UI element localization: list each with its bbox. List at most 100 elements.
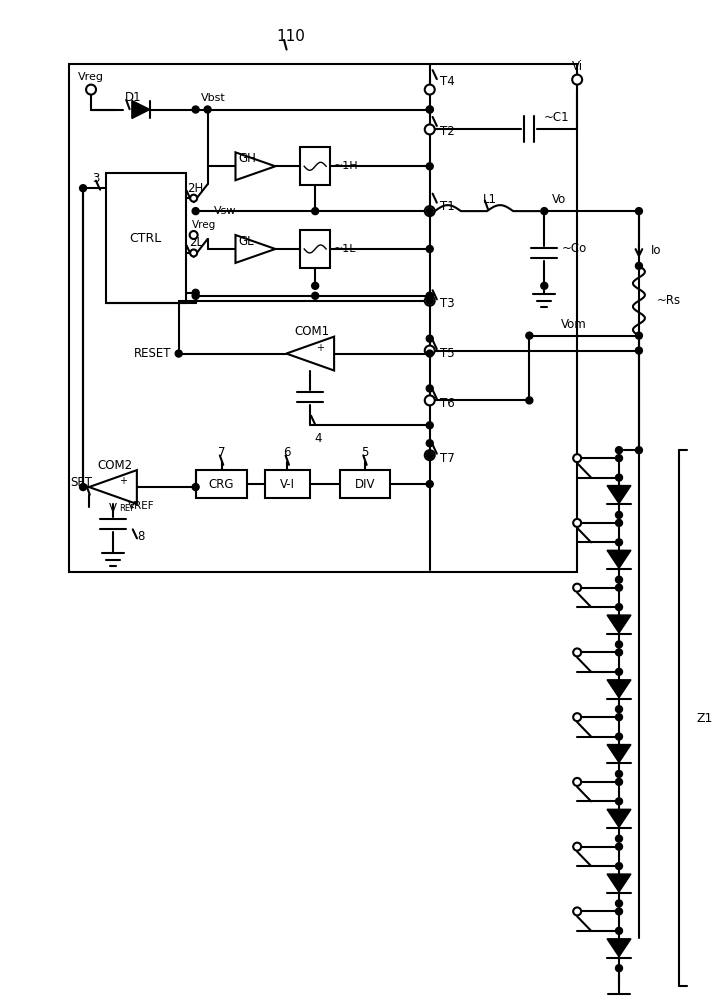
Circle shape <box>616 455 622 462</box>
Text: ~1L: ~1L <box>334 244 357 254</box>
Text: 4: 4 <box>314 432 322 445</box>
Text: GL: GL <box>238 235 254 248</box>
Circle shape <box>526 332 533 339</box>
Text: L1: L1 <box>482 193 497 206</box>
Text: GH: GH <box>238 152 256 165</box>
Circle shape <box>616 835 622 842</box>
Circle shape <box>573 907 581 915</box>
Circle shape <box>573 713 581 721</box>
Text: +: + <box>119 476 127 486</box>
Circle shape <box>573 778 581 786</box>
Circle shape <box>426 208 433 215</box>
Text: Vsw: Vsw <box>214 206 237 216</box>
Circle shape <box>573 648 581 656</box>
Circle shape <box>616 965 622 972</box>
Circle shape <box>616 900 622 907</box>
Circle shape <box>192 484 199 491</box>
Circle shape <box>204 106 211 113</box>
Circle shape <box>616 798 622 805</box>
Text: D1: D1 <box>125 91 142 104</box>
Text: T4: T4 <box>440 75 454 88</box>
Polygon shape <box>607 550 631 568</box>
Polygon shape <box>607 939 631 957</box>
Circle shape <box>635 332 643 339</box>
Circle shape <box>426 385 433 392</box>
Circle shape <box>190 249 197 256</box>
Circle shape <box>616 927 622 934</box>
Text: Vbst: Vbst <box>201 93 225 103</box>
Circle shape <box>616 668 622 675</box>
Circle shape <box>426 440 433 447</box>
Text: Io: Io <box>651 244 661 257</box>
Circle shape <box>616 778 622 785</box>
Circle shape <box>616 649 622 656</box>
Circle shape <box>426 208 433 215</box>
Polygon shape <box>132 101 150 118</box>
Text: 2H: 2H <box>188 182 204 195</box>
Circle shape <box>573 843 581 851</box>
Circle shape <box>616 576 622 583</box>
Text: Vreg: Vreg <box>78 72 104 82</box>
Circle shape <box>616 511 622 518</box>
Bar <box>340 470 390 498</box>
Text: T5: T5 <box>440 347 454 360</box>
Circle shape <box>526 397 533 404</box>
Polygon shape <box>607 680 631 698</box>
Circle shape <box>426 245 433 252</box>
Circle shape <box>192 106 199 113</box>
Circle shape <box>312 292 318 299</box>
Circle shape <box>312 208 318 215</box>
Text: ~Co: ~Co <box>562 242 588 255</box>
Text: Vreg: Vreg <box>191 220 216 230</box>
Text: SET: SET <box>70 476 92 489</box>
Circle shape <box>635 347 643 354</box>
Text: V: V <box>109 502 117 515</box>
Circle shape <box>541 208 548 215</box>
Circle shape <box>616 843 622 850</box>
Circle shape <box>616 863 622 870</box>
Circle shape <box>572 75 582 85</box>
Text: ~Rs: ~Rs <box>657 294 681 307</box>
Text: 6: 6 <box>284 446 291 459</box>
Circle shape <box>426 163 433 170</box>
Circle shape <box>190 195 197 202</box>
Circle shape <box>79 484 87 491</box>
Circle shape <box>616 604 622 611</box>
Text: CTRL: CTRL <box>130 232 162 245</box>
Circle shape <box>616 447 622 454</box>
Circle shape <box>616 706 622 713</box>
Circle shape <box>425 296 435 306</box>
Text: +: + <box>316 343 324 353</box>
Circle shape <box>192 292 199 299</box>
Circle shape <box>425 85 435 95</box>
Text: 2L: 2L <box>188 236 203 249</box>
Text: Vo: Vo <box>552 193 567 206</box>
Circle shape <box>541 282 548 289</box>
Circle shape <box>426 481 433 488</box>
Bar <box>300 230 330 268</box>
Text: 7: 7 <box>218 446 225 459</box>
Circle shape <box>190 231 198 239</box>
Circle shape <box>635 208 643 215</box>
Circle shape <box>635 447 643 454</box>
Circle shape <box>616 474 622 481</box>
Text: 3: 3 <box>92 172 100 185</box>
Bar <box>106 173 186 303</box>
Text: VREF: VREF <box>128 501 155 511</box>
Circle shape <box>616 519 622 526</box>
Text: ~C1: ~C1 <box>543 111 569 124</box>
Circle shape <box>573 584 581 592</box>
Circle shape <box>312 282 318 289</box>
Circle shape <box>426 106 433 113</box>
Circle shape <box>616 733 622 740</box>
Circle shape <box>426 106 433 113</box>
Circle shape <box>426 292 433 299</box>
Circle shape <box>425 450 435 460</box>
Circle shape <box>86 85 96 95</box>
Text: T1: T1 <box>440 200 454 213</box>
Circle shape <box>426 350 433 357</box>
Polygon shape <box>607 486 631 503</box>
Text: ~1H: ~1H <box>334 161 359 171</box>
Circle shape <box>425 206 435 216</box>
Circle shape <box>425 124 435 134</box>
